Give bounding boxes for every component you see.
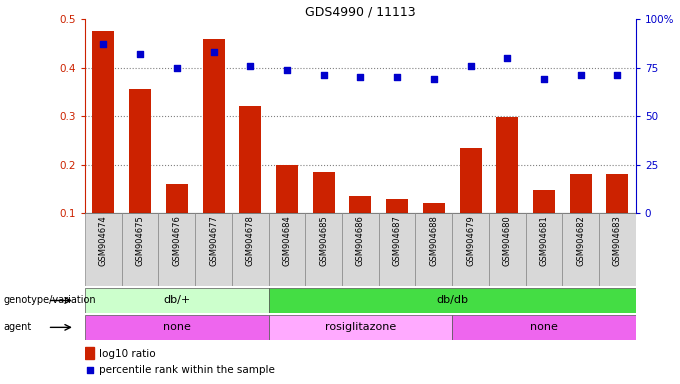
- Text: GSM904682: GSM904682: [576, 215, 585, 266]
- Text: percentile rank within the sample: percentile rank within the sample: [99, 366, 275, 376]
- Bar: [379, 213, 415, 286]
- Bar: [166, 184, 188, 262]
- Bar: [342, 213, 379, 286]
- Bar: [305, 213, 342, 286]
- Bar: [350, 196, 371, 262]
- Bar: [122, 213, 158, 286]
- Text: GSM904681: GSM904681: [539, 215, 549, 266]
- Bar: [562, 213, 599, 286]
- Text: none: none: [530, 322, 558, 333]
- Text: GSM904686: GSM904686: [356, 215, 365, 266]
- Text: agent: agent: [3, 322, 32, 333]
- Bar: [533, 190, 555, 262]
- Bar: [452, 315, 636, 340]
- Bar: [313, 172, 335, 262]
- Point: [612, 72, 623, 78]
- Point: [539, 76, 549, 83]
- Point: [245, 63, 256, 69]
- Bar: [158, 213, 195, 286]
- Bar: [269, 213, 305, 286]
- Text: GSM904679: GSM904679: [466, 215, 475, 266]
- Text: GSM904687: GSM904687: [392, 215, 402, 266]
- Bar: [415, 213, 452, 286]
- Text: db/db: db/db: [436, 295, 469, 306]
- Bar: [85, 315, 269, 340]
- Text: db/+: db/+: [163, 295, 190, 306]
- Bar: [607, 174, 628, 262]
- Text: GSM904683: GSM904683: [613, 215, 622, 266]
- Text: GSM904678: GSM904678: [245, 215, 255, 266]
- Bar: [85, 288, 269, 313]
- Text: GSM904680: GSM904680: [503, 215, 512, 266]
- Text: GSM904677: GSM904677: [209, 215, 218, 266]
- Text: rosiglitazone: rosiglitazone: [325, 322, 396, 333]
- Point: [208, 49, 219, 55]
- Point: [318, 72, 329, 78]
- Point: [98, 41, 109, 48]
- Bar: [85, 347, 94, 359]
- Bar: [489, 213, 526, 286]
- Point: [171, 65, 182, 71]
- Text: GSM904674: GSM904674: [99, 215, 108, 266]
- Bar: [269, 288, 636, 313]
- Bar: [92, 31, 114, 262]
- Bar: [599, 213, 636, 286]
- Point: [575, 72, 586, 78]
- Bar: [203, 39, 224, 262]
- Bar: [460, 148, 481, 262]
- Bar: [195, 213, 232, 286]
- Text: GSM904675: GSM904675: [135, 215, 145, 266]
- Point: [392, 74, 403, 81]
- Bar: [452, 213, 489, 286]
- Text: log10 ratio: log10 ratio: [99, 349, 155, 359]
- Point: [282, 66, 292, 73]
- Bar: [85, 213, 122, 286]
- Bar: [570, 174, 592, 262]
- Point: [135, 51, 146, 57]
- Bar: [386, 199, 408, 262]
- Point: [465, 63, 476, 69]
- Point: [502, 55, 513, 61]
- Text: GSM904684: GSM904684: [282, 215, 292, 266]
- Point: [272, 272, 283, 278]
- Title: GDS4990 / 11113: GDS4990 / 11113: [305, 5, 415, 18]
- Point: [428, 76, 439, 83]
- Bar: [526, 213, 562, 286]
- Text: none: none: [163, 322, 190, 333]
- Point: [355, 74, 366, 81]
- Bar: [129, 89, 151, 262]
- Text: GSM904676: GSM904676: [172, 215, 182, 266]
- Bar: [269, 315, 452, 340]
- Bar: [496, 117, 518, 262]
- Bar: [239, 106, 261, 262]
- Bar: [232, 213, 269, 286]
- Text: GSM904688: GSM904688: [429, 215, 439, 266]
- Text: GSM904685: GSM904685: [319, 215, 328, 266]
- Bar: [423, 204, 445, 262]
- Text: genotype/variation: genotype/variation: [3, 295, 96, 306]
- Bar: [276, 165, 298, 262]
